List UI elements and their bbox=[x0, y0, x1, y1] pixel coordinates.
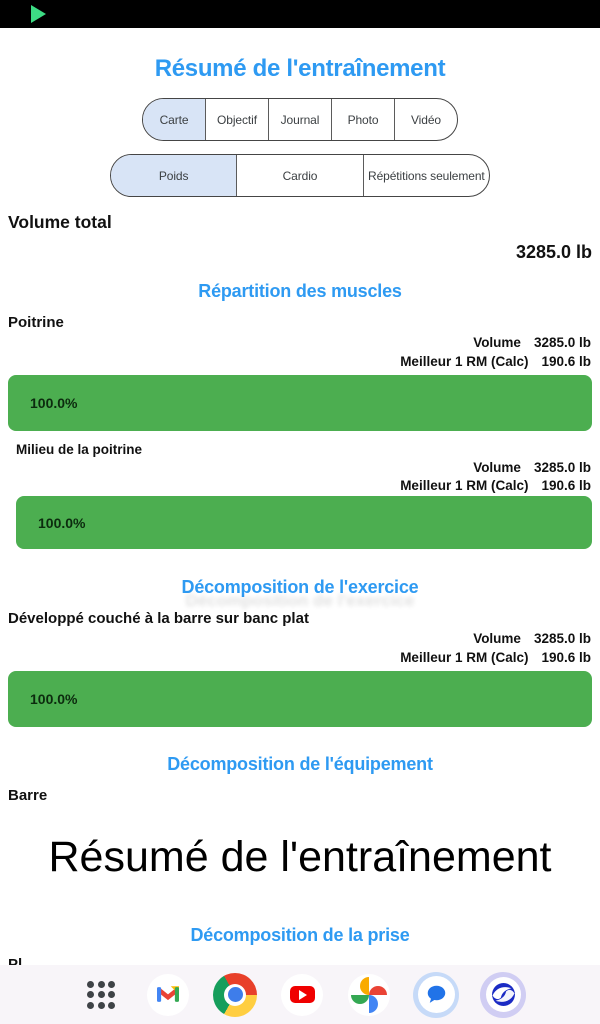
photos-app-button[interactable] bbox=[346, 972, 392, 1018]
stat-label: Meilleur 1 RM (Calc) bbox=[400, 650, 529, 665]
best-rm-row: Meilleur 1 RM (Calc) 190.6 lb bbox=[0, 650, 591, 665]
view-tab-group: Carte Objectif Journal Photo Vidéo bbox=[142, 98, 458, 141]
app-drawer-button[interactable] bbox=[78, 972, 124, 1018]
gmail-app-button[interactable] bbox=[145, 972, 191, 1018]
section-heading-equipment: Décomposition de l'équipement bbox=[167, 754, 433, 774]
stat-label: Volume bbox=[473, 335, 521, 350]
chrome-app-button[interactable] bbox=[212, 972, 258, 1018]
stat-value: 3285.0 lb bbox=[533, 631, 591, 646]
percentage-bar: 100.0% bbox=[8, 671, 592, 727]
tab-photo[interactable]: Photo bbox=[331, 99, 394, 140]
tab-repetitions[interactable]: Répétitions seulement bbox=[362, 155, 489, 196]
section-heading-muscles: Répartition des muscles bbox=[198, 281, 402, 301]
percentage-label: 100.0% bbox=[30, 691, 78, 707]
stat-value: 190.6 lb bbox=[541, 354, 591, 369]
muscle-name: Milieu de la poitrine bbox=[16, 442, 143, 457]
stat-label: Meilleur 1 RM (Calc) bbox=[400, 354, 529, 369]
equipment-name: Barre bbox=[8, 787, 48, 804]
volume-row: Volume 3285.0 lb bbox=[0, 631, 591, 646]
percentage-label: 100.0% bbox=[30, 395, 78, 411]
chrome-icon bbox=[213, 972, 257, 1017]
tab-video[interactable]: Vidéo bbox=[394, 99, 457, 140]
messages-app-button[interactable] bbox=[413, 971, 459, 1018]
stat-label: Volume bbox=[473, 460, 521, 475]
best-rm-row: Meilleur 1 RM (Calc) 190.6 lb bbox=[0, 478, 591, 493]
jefit-icon bbox=[480, 971, 526, 1018]
youtube-app-button[interactable] bbox=[279, 972, 325, 1018]
tab-cardio[interactable]: Cardio bbox=[236, 155, 362, 196]
muscle-group-milieu: Milieu de la poitrine Volume 3285.0 lb M… bbox=[0, 442, 600, 549]
stat-value: 190.6 lb bbox=[541, 478, 591, 493]
muscle-name: Poitrine bbox=[8, 314, 64, 331]
type-tab-group: Poids Cardio Répétitions seulement bbox=[110, 154, 490, 197]
tab-journal[interactable]: Journal bbox=[268, 99, 331, 140]
messages-icon bbox=[413, 971, 459, 1018]
volume-row: Volume 3285.0 lb bbox=[0, 460, 591, 475]
stat-label: Meilleur 1 RM (Calc) bbox=[400, 478, 529, 493]
best-rm-row: Meilleur 1 RM (Calc) 190.6 lb bbox=[0, 354, 591, 369]
total-volume-value: 3285.0 lb bbox=[515, 242, 592, 262]
percentage-bar: 100.0% bbox=[16, 496, 592, 549]
tab-poids[interactable]: Poids bbox=[111, 155, 237, 196]
section-heading-exercise: Décomposition de l'exercice bbox=[181, 577, 419, 597]
percentage-label: 100.0% bbox=[38, 514, 86, 531]
tab-objectif[interactable]: Objectif bbox=[205, 99, 268, 140]
status-bar bbox=[0, 0, 600, 28]
section-heading-grip: Décomposition de la prise bbox=[190, 925, 410, 945]
page-title: Résumé de l'entraînement bbox=[154, 55, 446, 82]
google-photos-icon bbox=[348, 973, 390, 1016]
muscle-group-poitrine: Poitrine Volume 3285.0 lb Meilleur 1 RM … bbox=[0, 314, 600, 431]
percentage-bar: 100.0% bbox=[8, 375, 592, 431]
total-volume-label: Volume total bbox=[8, 212, 112, 232]
screencast-icon bbox=[31, 5, 46, 23]
stat-value: 3285.0 lb bbox=[533, 335, 591, 350]
app-drawer-icon bbox=[87, 980, 115, 1009]
stat-value: 190.6 lb bbox=[541, 650, 591, 665]
exercise-name: Développé couché à la barre sur banc pla… bbox=[8, 610, 309, 627]
youtube-icon bbox=[281, 973, 323, 1016]
volume-row: Volume 3285.0 lb bbox=[0, 335, 591, 350]
stat-label: Volume bbox=[473, 631, 521, 646]
dock bbox=[0, 965, 600, 1024]
exercise-group: Développé couché à la barre sur banc pla… bbox=[0, 610, 600, 727]
stat-value: 3285.0 lb bbox=[533, 460, 591, 475]
oversized-title-artifact: Résumé de l'entraînement bbox=[48, 833, 552, 881]
jefit-app-button[interactable] bbox=[480, 971, 526, 1018]
tab-carte[interactable]: Carte bbox=[143, 99, 205, 140]
gmail-icon bbox=[147, 973, 189, 1016]
